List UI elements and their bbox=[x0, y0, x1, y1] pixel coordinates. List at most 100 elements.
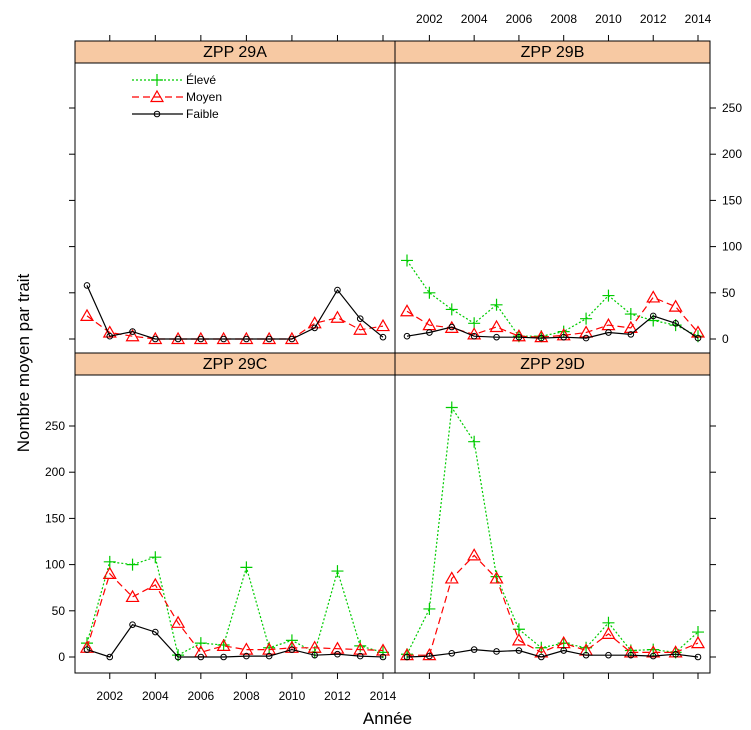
data-point-plus bbox=[240, 561, 253, 574]
y-tick-label-left: 200 bbox=[45, 465, 65, 479]
legend-label: Moyen bbox=[186, 90, 222, 104]
x-tick-label-bottom: 2004 bbox=[142, 689, 169, 703]
y-tick-label-left: 150 bbox=[45, 511, 65, 525]
panel-title: ZPP 29D bbox=[520, 356, 585, 373]
series-line-faible bbox=[86, 623, 384, 658]
data-point-plus bbox=[692, 330, 704, 343]
panel-title: ZPP 29B bbox=[521, 44, 585, 61]
data-point-triangle bbox=[511, 329, 526, 342]
data-point-triangle bbox=[399, 304, 415, 317]
y-tick-label-right: 150 bbox=[722, 193, 742, 207]
data-point-circle bbox=[694, 653, 702, 661]
data-point-circle bbox=[220, 335, 227, 343]
data-point-circle bbox=[129, 621, 136, 628]
data-point-circle bbox=[694, 334, 702, 342]
data-point-triangle bbox=[171, 615, 186, 628]
panel-strip bbox=[394, 352, 711, 376]
data-point-circle bbox=[448, 323, 456, 331]
data-point-plus bbox=[331, 565, 344, 578]
panel-title: ZPP 29A bbox=[203, 44, 267, 61]
data-point-circle bbox=[334, 286, 341, 294]
data-point-triangle bbox=[216, 638, 231, 652]
x-axis-title: Année bbox=[363, 709, 412, 728]
panel-strip bbox=[394, 40, 711, 64]
data-point-circle bbox=[83, 282, 91, 289]
data-point-circle bbox=[243, 652, 250, 660]
data-point-circle bbox=[265, 652, 273, 660]
panel-zpp-29c: ZPP 29C bbox=[74, 352, 396, 662]
x-tick-label-bottom: 2010 bbox=[279, 689, 306, 703]
data-point-circle bbox=[403, 332, 411, 340]
series-line-moyen bbox=[86, 572, 384, 654]
data-point-plus bbox=[401, 254, 413, 267]
data-point-plus bbox=[149, 551, 162, 564]
series-line-moyen bbox=[407, 554, 699, 656]
panel-zpp-29d: ZPP 29D bbox=[394, 352, 711, 661]
x-tick-label-bottom: 2006 bbox=[187, 689, 214, 703]
data-point-circle bbox=[379, 333, 387, 341]
x-tick-label-top: 2002 bbox=[416, 12, 443, 26]
data-point-circle bbox=[288, 646, 296, 653]
data-point-triangle bbox=[375, 318, 391, 332]
data-point-plus bbox=[490, 298, 503, 311]
data-point-plus bbox=[423, 602, 436, 615]
y-tick-label-left: 50 bbox=[52, 604, 66, 618]
data-point-triangle bbox=[444, 571, 459, 584]
data-point-plus bbox=[557, 325, 570, 338]
data-point-triangle bbox=[102, 325, 117, 338]
data-point-triangle bbox=[239, 642, 254, 655]
data-point-triangle bbox=[467, 548, 482, 561]
y-tick-label-right: 200 bbox=[722, 147, 742, 161]
data-point-circle bbox=[515, 647, 523, 654]
data-point-triangle bbox=[330, 310, 345, 323]
data-point-triangle bbox=[601, 626, 616, 639]
y-tick-label-left: 250 bbox=[45, 419, 65, 433]
panel-zpp-29b: ZPP 29B bbox=[394, 40, 711, 343]
data-point-circle bbox=[605, 651, 612, 659]
data-point-circle bbox=[174, 335, 182, 343]
series-line-moyen bbox=[406, 296, 699, 338]
data-point-circle bbox=[311, 324, 318, 332]
data-point-circle bbox=[605, 329, 612, 336]
data-point-circle bbox=[288, 335, 296, 343]
data-point-plus bbox=[624, 308, 637, 321]
data-point-circle bbox=[493, 333, 500, 341]
panel-title: ZPP 29C bbox=[203, 356, 268, 373]
legend-marker-plus bbox=[151, 74, 163, 86]
x-tick-label-bottom: 2002 bbox=[96, 689, 123, 703]
data-point-circle bbox=[582, 334, 590, 342]
data-point-triangle bbox=[646, 645, 661, 658]
data-point-circle bbox=[560, 333, 567, 341]
data-point-triangle bbox=[330, 641, 345, 654]
data-point-triangle bbox=[690, 635, 706, 649]
data-point-plus bbox=[285, 634, 298, 647]
data-point-circle bbox=[83, 646, 91, 653]
data-point-circle bbox=[152, 335, 159, 343]
data-point-circle bbox=[129, 328, 136, 335]
data-point-triangle bbox=[125, 329, 140, 342]
data-point-circle bbox=[197, 653, 205, 661]
data-point-circle bbox=[560, 647, 567, 654]
data-point-triangle bbox=[623, 645, 638, 658]
data-point-triangle bbox=[125, 589, 140, 603]
y-tick-label-right: 0 bbox=[722, 332, 729, 346]
data-point-circle bbox=[426, 652, 433, 660]
data-point-circle bbox=[356, 315, 364, 322]
data-point-plus bbox=[126, 558, 139, 571]
data-point-triangle bbox=[534, 329, 549, 343]
data-point-triangle bbox=[353, 322, 368, 335]
series-line-eleve bbox=[406, 405, 699, 655]
data-point-circle bbox=[582, 651, 590, 659]
x-tick-label-top: 2010 bbox=[595, 12, 622, 26]
data-point-circle bbox=[243, 335, 250, 343]
series-line-eleve bbox=[86, 556, 384, 657]
data-point-plus bbox=[602, 289, 615, 302]
data-point-circle bbox=[538, 334, 545, 342]
data-point-triangle bbox=[489, 319, 504, 333]
data-point-circle bbox=[470, 332, 478, 340]
data-point-plus bbox=[580, 312, 593, 325]
legend-label: Élevé bbox=[186, 72, 216, 87]
y-tick-label-left: 100 bbox=[45, 558, 65, 572]
data-point-circle bbox=[334, 650, 341, 658]
y-tick-label-right: 250 bbox=[722, 101, 742, 115]
